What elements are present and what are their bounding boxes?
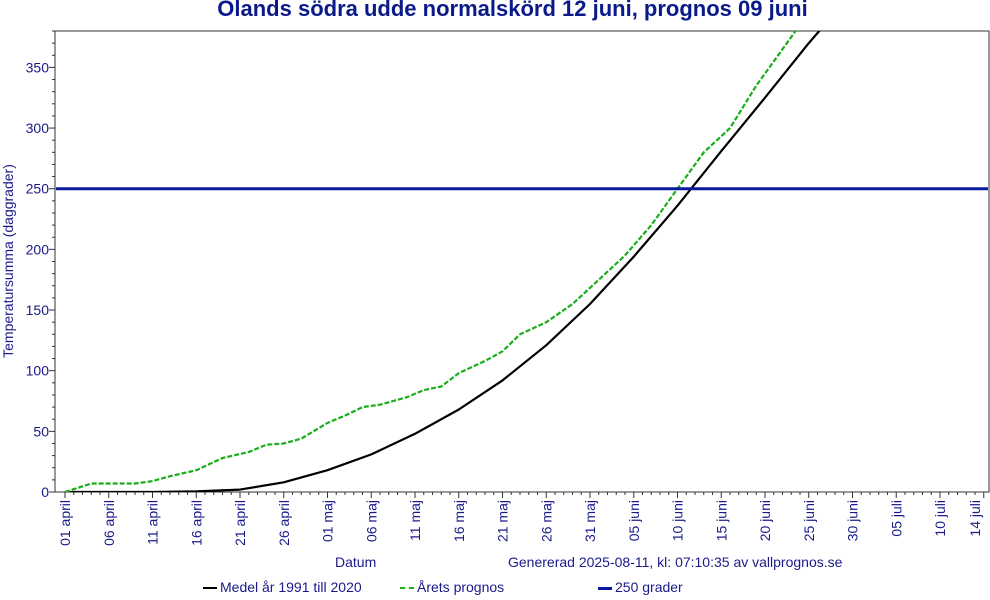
x-tick-label: 06 maj: [363, 500, 379, 542]
y-axis-label: Temperatursumma (daggrader): [0, 164, 16, 358]
generated-note: Genererad 2025-08-11, kl: 07:10:35 av va…: [508, 554, 843, 570]
series-line-prognos: [64, 31, 797, 492]
legend-item-250: 250 grader: [598, 579, 683, 595]
x-tick-label: 25 juni: [801, 500, 817, 541]
x-tick-label: 10 juli: [932, 500, 948, 537]
y-axis: 0 50 100 150 200 250 300 350: [26, 30, 55, 500]
x-tick-label: 05 juni: [626, 500, 642, 541]
series-line-medel: [65, 31, 821, 492]
legend-swatch-250: [598, 586, 612, 590]
legend-label-medel: Medel år 1991 till 2020: [220, 579, 362, 595]
legend-item-prognos: Årets prognos: [400, 579, 504, 595]
x-tick-label: 05 juli: [888, 500, 904, 537]
x-tick-label: 14 juli: [967, 500, 983, 537]
y-tick-label: 250: [26, 181, 50, 197]
x-axis: 01 april 06 april 11 april 16 april 21 april…: [57, 492, 985, 546]
chart-title: Ölands södra udde normalskörd 12 juni, p…: [217, 0, 808, 21]
y-tick-label: 100: [26, 363, 50, 379]
x-tick-label: 20 juni: [757, 500, 773, 541]
x-tick-label: 21 april: [232, 500, 248, 546]
x-tick-label: 11 maj: [407, 500, 423, 541]
plot-area-frame: [54, 30, 990, 493]
x-tick-label: 06 april: [101, 500, 117, 546]
x-tick-label: 30 juni: [845, 500, 861, 541]
legend-label-250: 250 grader: [615, 579, 683, 595]
x-tick-label: 11 april: [145, 500, 161, 545]
y-tick-label: 300: [26, 120, 50, 136]
y-tick-label: 200: [26, 241, 50, 257]
x-tick-label: 10 juni: [670, 500, 686, 541]
x-tick-label: 16 april: [188, 500, 204, 546]
y-tick-label: 50: [33, 423, 49, 439]
x-axis-label: Datum: [335, 554, 377, 570]
x-tick-label: 21 maj: [495, 500, 511, 542]
y-tick-label: 350: [26, 59, 50, 75]
x-tick-label: 26 maj: [538, 500, 554, 542]
legend-swatch-prognos: [400, 587, 414, 590]
x-tick-label: 01 maj: [320, 500, 336, 542]
legend-swatch-medel: [203, 587, 217, 590]
x-tick-label: 16 maj: [451, 500, 467, 542]
y-tick-label: 150: [26, 302, 50, 318]
x-tick-label: 01 april: [57, 500, 73, 546]
x-tick-label: 26 april: [276, 500, 292, 546]
x-tick-label: 31 maj: [582, 500, 598, 542]
legend-label-prognos: Årets prognos: [417, 579, 505, 595]
x-tick-label: 15 juni: [713, 500, 729, 541]
legend-item-medel: Medel år 1991 till 2020: [203, 579, 362, 595]
y-tick-label: 0: [41, 484, 49, 500]
